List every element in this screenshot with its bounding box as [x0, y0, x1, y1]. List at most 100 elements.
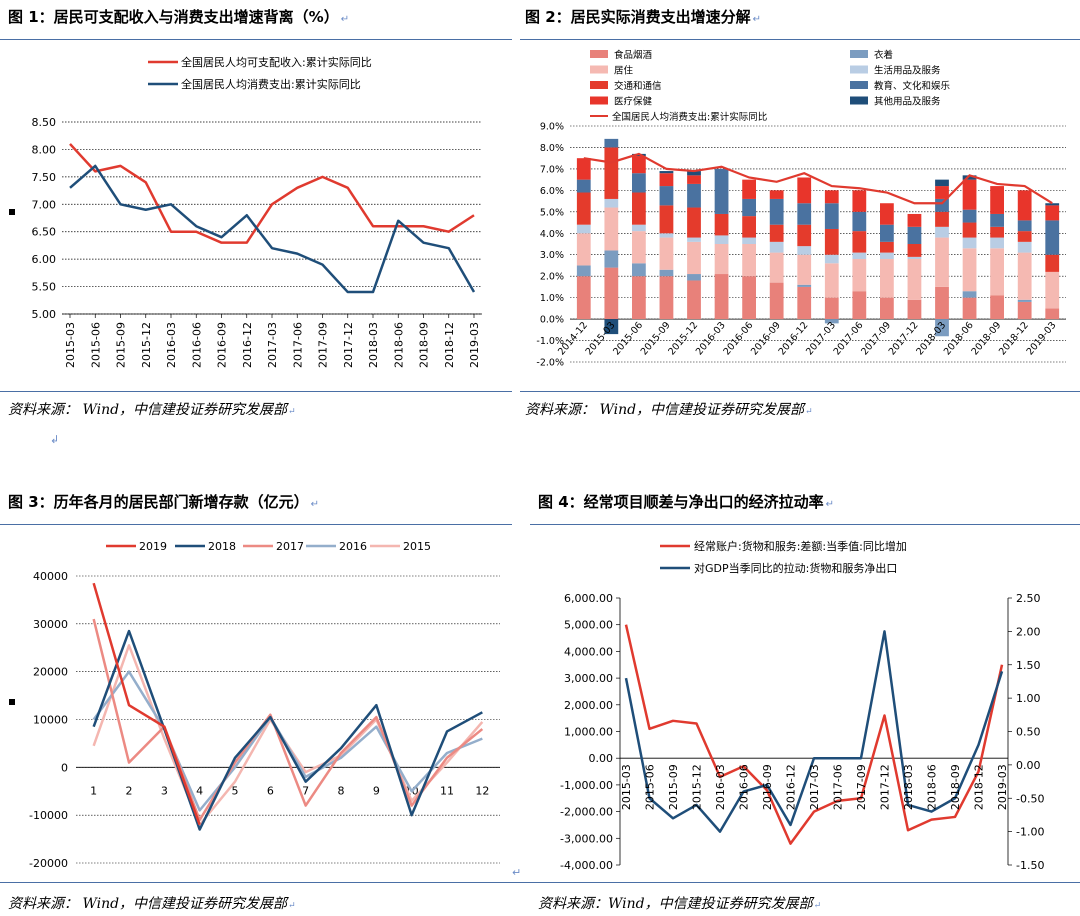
bar-segment: [714, 244, 729, 275]
x-tick-label: 2015-06: [89, 322, 102, 368]
bar-segment: [797, 224, 812, 247]
legend-label: 医疗保健: [614, 96, 653, 108]
bar-segment: [824, 254, 839, 264]
bar-segment: [604, 147, 619, 199]
y-tick-label: 40000: [33, 570, 68, 583]
x-tick-label: 2016-09: [216, 322, 229, 368]
bar-segment: [824, 203, 839, 229]
y2-tick-label: 0.50: [1016, 726, 1041, 739]
bar-segment: [852, 211, 867, 232]
bar-segment: [852, 252, 867, 260]
bar-segment: [632, 192, 646, 225]
bar-segment: [935, 237, 949, 287]
series-line: [624, 630, 1004, 833]
bar-segment: [1045, 308, 1060, 320]
y2-tick-label: -0.50: [1016, 792, 1044, 805]
divider-line: [530, 524, 1080, 525]
legend-swatch: [590, 81, 608, 89]
y-tick-label: 2.0%: [540, 272, 564, 283]
bar-segment: [990, 186, 1004, 214]
x-tick-label: 11: [440, 784, 454, 797]
bar-segment: [880, 241, 894, 253]
y-tick-label: -1.0%: [536, 336, 564, 347]
chart4-legend: 经常账户:货物和服务:差额:当季值:同比增加对GDP当季同比的拉动:货物和服务净…: [660, 539, 907, 575]
y-tick-label: 0: [61, 761, 68, 774]
y-tick-label: -2,000.00: [560, 806, 613, 819]
bar-segment: [852, 231, 867, 253]
bar-segment: [687, 183, 701, 208]
legend-swatch: [590, 65, 608, 74]
bar-segment: [1045, 271, 1060, 309]
bar-segment: [742, 216, 756, 238]
bar-segment: [824, 319, 839, 324]
y2-tick-label: 0.00: [1016, 759, 1041, 772]
bar-segment: [935, 179, 949, 187]
y-tick-label: 3.0%: [540, 250, 564, 261]
bar-segment: [687, 241, 701, 275]
x-tick-label: 12: [475, 784, 489, 797]
bar-segment: [742, 198, 756, 217]
bar-segment: [880, 203, 894, 225]
bar-segment: [1017, 252, 1032, 300]
bar-segment: [742, 244, 756, 277]
bar-segment: [935, 319, 949, 337]
x-tick-label: 2018-03: [902, 764, 915, 810]
return-mark-icon: ↲: [50, 433, 60, 446]
y-tick-label: -2.0%: [536, 358, 564, 369]
bar-segment: [824, 190, 839, 204]
legend-swatch: [850, 96, 868, 105]
x-tick-label: 2016-12: [785, 764, 798, 810]
chart3-title: 图 3：历年各月的居民部门新增存款（亿元） ↵: [8, 493, 320, 511]
x-tick-label: 2017-03: [266, 322, 279, 368]
legend-label: 其他用品及服务: [874, 96, 941, 108]
bar-segment: [1017, 190, 1032, 221]
bar-segment: [632, 173, 646, 193]
bar-segment: [797, 284, 812, 287]
y-tick-label: 5.00: [32, 308, 57, 321]
y-tick-label: 10000: [33, 714, 68, 727]
x-tick-label: 5: [232, 784, 239, 797]
bar-segment: [1017, 231, 1032, 242]
x-tick-label: 2017-06: [291, 322, 304, 368]
bar-segment: [659, 205, 674, 234]
legend-label: 交通和通信: [614, 80, 662, 92]
bar-segment: [962, 291, 977, 298]
x-tick-label: 2017-03: [808, 764, 821, 810]
legend-swatch: [590, 96, 608, 105]
divider-line: [0, 882, 1080, 883]
y-tick-label: 1.0%: [540, 293, 564, 304]
bar-segment: [935, 198, 949, 212]
bar-segment: [687, 274, 701, 281]
y-tick-label: 8.50: [32, 116, 57, 129]
bar-segment: [659, 171, 674, 174]
y-tick-label: -4,000.00: [560, 859, 613, 872]
bar-segment: [742, 179, 756, 199]
chart3-legend: 2019 2018 2017 2016 2015: [106, 540, 431, 553]
bar-segment: [659, 173, 674, 187]
x-tick-label: 2015-03: [620, 764, 633, 810]
bar-segment: [769, 224, 784, 242]
legend-label: 2016: [339, 540, 367, 553]
bar-segment: [1045, 205, 1060, 221]
y-tick-label: 6,000.00: [564, 592, 613, 605]
bar-segment: [632, 276, 646, 320]
y2-tick-label: -1.50: [1016, 859, 1044, 872]
bar-segment: [604, 138, 619, 148]
y-tick-label: -20000: [29, 857, 68, 870]
y-tick-label: 0.00: [589, 752, 614, 765]
bar-segment: [632, 231, 646, 264]
chart4-current-account: 经常账户:货物和服务:差额:当季值:同比增加对GDP当季同比的拉动:货物和服务净…: [560, 539, 1044, 872]
bar-segment: [880, 297, 894, 320]
bar-segment: [769, 252, 784, 283]
legend-swatch: [590, 50, 608, 58]
bar-segment: [714, 168, 729, 214]
bullet-marker: [9, 209, 15, 215]
bar-segment: [576, 233, 591, 266]
bar-segment: [714, 235, 729, 244]
bar-segment: [1017, 241, 1032, 253]
x-tick-label: 2017-12: [879, 764, 892, 810]
bar-segment: [604, 250, 619, 268]
x-tick-label: 3: [161, 784, 168, 797]
bar-segment: [907, 256, 922, 260]
